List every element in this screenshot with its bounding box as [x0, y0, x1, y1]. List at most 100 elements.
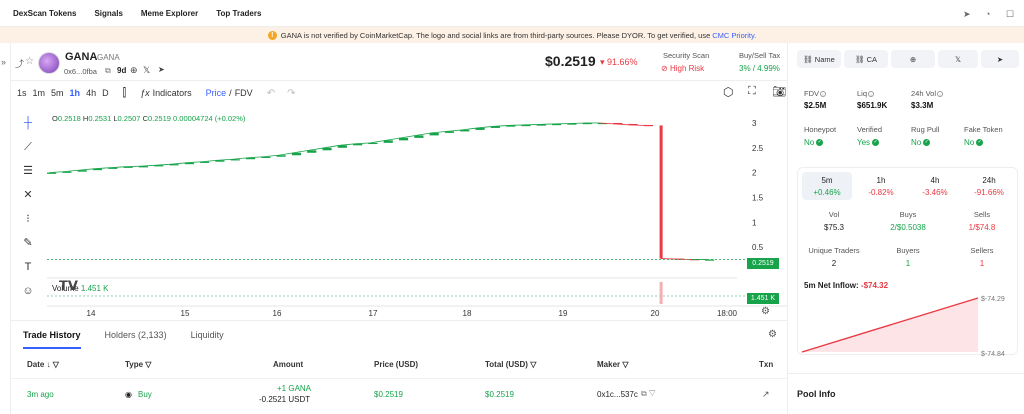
token-price: $0.2519 — [545, 53, 596, 69]
nav-top-traders[interactable]: Top Traders — [216, 8, 262, 18]
share-icon[interactable]: ⤴ — [15, 59, 25, 69]
period-5m[interactable]: 5m +0.46% — [802, 172, 852, 200]
banner-link[interactable]: CMC Priority. — [712, 30, 757, 40]
ohlc-o-label: O — [52, 114, 58, 123]
telegram-social-link[interactable]: ➤ — [981, 50, 1019, 68]
x-icon[interactable]: 𝕏 — [143, 65, 151, 75]
series-line — [355, 142, 371, 145]
net-inflow: 5m Net Inflow: -$74.32 — [804, 281, 888, 290]
tab-trade-history[interactable]: Trade History — [23, 321, 81, 349]
candle — [307, 150, 317, 153]
inflow-top-label: $-74.29 — [981, 296, 1005, 303]
text-icon[interactable]: T — [24, 261, 32, 273]
col-total[interactable]: Total (USD) ▽ — [485, 360, 537, 369]
candle — [138, 166, 148, 168]
indicators-icon[interactable]: ƒx — [140, 88, 150, 98]
x-tick-label: 18:00 — [717, 309, 738, 318]
series-line — [186, 161, 203, 164]
y-tick-label: 2 — [752, 169, 757, 178]
emoji-icon[interactable]: ☺ — [22, 285, 34, 297]
copy-maker-icon[interactable]: ⧉ ▽ — [641, 389, 656, 398]
tf-1h[interactable]: 1h — [69, 88, 81, 98]
info-icon: i — [820, 91, 826, 98]
sells-label: Sells — [973, 210, 991, 219]
ohlc-readout: O0.2518 H0.2531 L0.2507 C0.2519 0.000047… — [52, 114, 245, 123]
vol24-stat: 24h Vol i $3.3M — [911, 89, 944, 110]
pattern-icon[interactable]: ✕ — [23, 189, 33, 201]
period-24h[interactable]: 24h -91.66% — [964, 172, 1014, 200]
candle — [628, 123, 638, 126]
col-maker[interactable]: Maker ▽ — [597, 360, 629, 369]
candle — [398, 137, 409, 141]
ca-link[interactable]: ⛓︎ CA — [844, 50, 888, 68]
series-line — [339, 143, 356, 146]
ohlc-low: 0.2507 — [117, 114, 141, 123]
name-link[interactable]: ⛓︎ Name — [797, 50, 841, 68]
stats-box: 5m +0.46% 1h -0.82% 4h -3.46% 24h -91.66… — [797, 167, 1018, 358]
collapse-icon[interactable]: ☐ — [1006, 9, 1015, 19]
fullscreen-icon[interactable]: ⛶ — [748, 85, 756, 97]
horizontal-lines-icon[interactable]: ☰ — [23, 165, 33, 177]
star-icon[interactable]: ☆ — [25, 56, 34, 67]
divider — [788, 373, 1024, 374]
tf-1s[interactable]: 1s — [17, 88, 27, 98]
tf-1m[interactable]: 1m — [32, 88, 46, 98]
nav-meme-explorer[interactable]: Meme Explorer — [140, 8, 199, 18]
globe-icon[interactable]: ⊕ — [130, 65, 138, 75]
verified-value: Yes — [857, 138, 871, 147]
row-maker[interactable]: 0x1c...537c — [597, 390, 638, 399]
tab-liquidity[interactable]: Liquidity — [190, 329, 224, 340]
copy-icon[interactable]: ⧉ — [105, 66, 111, 75]
tf-5m[interactable]: 5m — [51, 88, 64, 98]
crosshair-icon[interactable]: ┼ — [24, 117, 32, 129]
traders-stat: Unique Traders 2 — [798, 246, 870, 268]
undo-icon[interactable]: ↶ — [266, 87, 276, 99]
nav-signals[interactable]: Signals — [94, 8, 123, 18]
camera-icon[interactable]: 📷︎ — [772, 86, 786, 98]
candle-type-icon[interactable]: ⫿ — [122, 86, 127, 99]
website-link[interactable]: ⊕ — [891, 50, 935, 68]
tf-d[interactable]: D — [102, 88, 109, 98]
vol5-stat: Vol $75.3 — [798, 210, 870, 232]
expand-icon[interactable]: » — [1, 57, 7, 67]
col-price: Price (USD) — [374, 360, 419, 369]
fake-token-label: Fake Token — [964, 125, 1003, 134]
brush-icon[interactable]: ✎ — [23, 237, 33, 249]
chart-toolbar: 1s 1m 5m 1h 4h D ⫿ ƒx Indicators Price /… — [11, 81, 787, 105]
measure-icon[interactable]: ⁝ — [26, 213, 30, 225]
token-header: GANA GANA 0x6...0fba ⧉ 9d ⊕ 𝕏 ➤ ⤴ ☆ $0.2… — [11, 43, 787, 81]
security-value[interactable]: ⊘ High Risk — [661, 64, 705, 73]
nav-dexscan-tokens[interactable]: DexScan Tokens — [13, 8, 77, 18]
price-chart[interactable]: 3 2.5 2 1.5 1 0.5 14 15 16 17 18 19 20 18:00 O0.2518 … — [47, 110, 787, 318]
settings-icon[interactable]: ⬡ — [723, 85, 734, 99]
filter-settings-icon[interactable]: ⚙ — [768, 329, 777, 340]
globe-link-icon: ⊕ — [909, 54, 917, 64]
tab-holders[interactable]: Holders (2,133) — [104, 329, 167, 340]
trendline-icon[interactable]: ⟋ — [24, 141, 32, 153]
security-value-text: High Risk — [669, 64, 705, 73]
telegram-link-icon[interactable]: ➤ — [158, 65, 165, 74]
telegram-icon[interactable]: ➤ — [963, 9, 971, 19]
top-nav: DexScan Tokens Signals Meme Explorer Top… — [0, 0, 1024, 27]
chart-settings-icon[interactable]: ⚙ — [761, 306, 770, 317]
price-toggle[interactable]: Price — [205, 88, 227, 98]
col-type[interactable]: Type ▽ — [125, 360, 152, 369]
series-line — [400, 134, 417, 139]
tf-4h[interactable]: 4h — [86, 88, 97, 98]
redo-icon[interactable]: ↷ — [287, 87, 296, 99]
indicators-button[interactable]: Indicators — [152, 88, 192, 98]
col-date[interactable]: Date ↓ ▽ — [27, 360, 59, 369]
fdv-toggle[interactable]: FDV — [234, 88, 253, 98]
candle — [77, 170, 87, 172]
table-row[interactable]: 3m ago ◉ Buy +1 GANA -0.2521 USDT $0.251… — [11, 378, 787, 408]
candle — [506, 125, 516, 127]
volume-badge: 1.451 K — [747, 293, 779, 304]
candle — [597, 122, 608, 125]
rss-icon[interactable]: ◔ — [985, 9, 991, 19]
period-4h[interactable]: 4h -3.46% — [910, 172, 960, 200]
candle — [444, 131, 455, 133]
twitter-link[interactable]: 𝕏 — [938, 50, 978, 68]
external-link-icon[interactable]: ↗ — [762, 389, 770, 399]
candle — [92, 168, 103, 171]
period-1h[interactable]: 1h -0.82% — [856, 172, 906, 200]
